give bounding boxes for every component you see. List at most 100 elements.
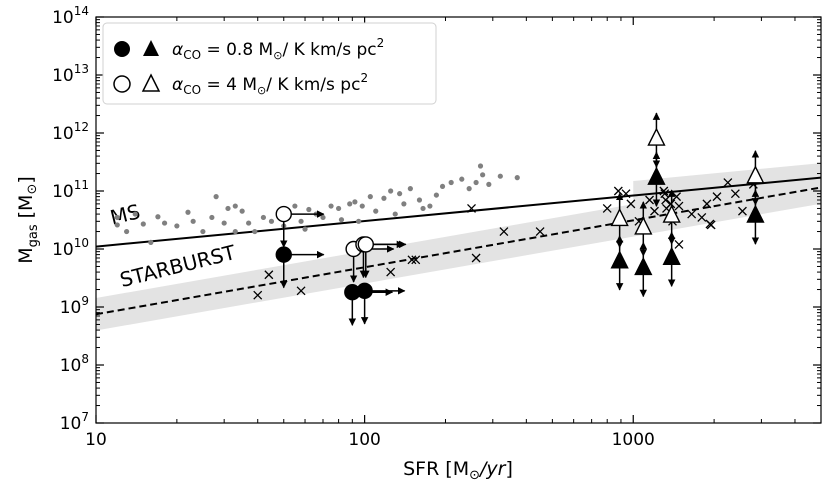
filled-circle-point: [356, 282, 373, 300]
filled-triangle-point: [610, 250, 629, 269]
ms-galaxy-point: [480, 172, 486, 178]
ms-galaxy-point: [401, 201, 407, 207]
ms-galaxy-point: [232, 228, 238, 235]
legend-filled-triangle-marker: [143, 40, 159, 56]
legend-open-triangle-marker: [141, 73, 161, 92]
legend: αCO = 0.8 M⊙/ K km/s pc2 αCO = 4 M⊙/ K k…: [102, 22, 437, 105]
y-tick-label: 108: [60, 352, 89, 376]
ms-galaxy-point: [338, 217, 345, 223]
starburst-cross: [730, 189, 740, 199]
ms-galaxy-point: [439, 183, 446, 190]
starburst-cross: [702, 199, 712, 209]
ms-galaxy-point: [448, 179, 454, 186]
ms-galaxy-point: [161, 220, 168, 226]
y-tick-label: 1011: [52, 178, 89, 202]
starburst-cross: [535, 227, 545, 236]
scaling-relations: [96, 176, 821, 316]
ms-galaxy-point: [132, 211, 138, 217]
ms-galaxy-point: [373, 208, 379, 214]
open-triangle-point: [662, 204, 681, 223]
ms-galaxy-point: [388, 188, 394, 194]
starburst-cross: [737, 206, 747, 216]
upper-limit-points: [275, 112, 765, 326]
ms-galaxy-point: [433, 192, 439, 198]
ms-galaxy-point: [155, 214, 161, 220]
starburst-cross: [499, 227, 509, 236]
starburst-cross: [626, 199, 636, 209]
ms-galaxy-point: [114, 222, 120, 228]
starburst-cross: [687, 209, 697, 219]
open-circle-point: [275, 205, 292, 223]
ms-galaxy-point: [306, 206, 312, 213]
x-axis-label: SFR [M⊙/yr]: [403, 458, 513, 483]
starburst-cross: [471, 253, 481, 263]
starburst-cross: [296, 286, 306, 296]
ms-galaxy-point: [459, 176, 465, 182]
ms-galaxy-point: [302, 226, 308, 232]
ms-galaxy-point: [200, 228, 206, 235]
ms-galaxy-point: [252, 228, 258, 235]
starburst-cross: [253, 290, 263, 300]
open-triangle-point: [610, 207, 629, 227]
ms-galaxy-point: [335, 205, 342, 212]
ms-galaxy-point: [298, 218, 304, 224]
open-triangle-point: [647, 127, 666, 146]
ms-galaxy-point: [381, 195, 387, 201]
ms-galaxy-point: [486, 181, 492, 187]
ms-galaxy-point: [477, 163, 484, 169]
filled-circle-point: [275, 246, 292, 263]
ms-galaxy-point: [392, 211, 398, 217]
ms-galaxy-point: [225, 205, 231, 212]
ms-galaxy-point: [268, 218, 275, 224]
legend-filled-circle-marker: [114, 41, 130, 57]
ms-galaxy-point: [124, 228, 130, 235]
y-tick-label: 1014: [52, 4, 89, 28]
ms-galaxy-point: [140, 221, 146, 227]
starburst-cross: [264, 270, 274, 280]
x-tick-label: 1000: [612, 430, 655, 450]
y-tick-label: 1012: [52, 120, 89, 144]
y-tick-label: 1013: [52, 62, 89, 86]
legend-box: [102, 22, 437, 105]
ms-galaxy-point: [232, 203, 238, 209]
y-tick-label: 1010: [52, 236, 89, 260]
filled-triangle-point: [746, 204, 765, 223]
starburst-cross: [650, 206, 659, 216]
ms-galaxy-point: [397, 191, 403, 197]
ms-galaxy-point: [514, 175, 520, 181]
filled-triangle-point: [662, 246, 681, 265]
starburst-cross: [467, 204, 476, 213]
starburst-cross: [407, 255, 417, 265]
ms-galaxy-point: [292, 203, 298, 209]
main-sequence-galaxies: [114, 163, 520, 245]
filled-triangle-point: [634, 256, 653, 276]
ms-galaxy-point: [260, 214, 267, 221]
starburst-cross: [411, 255, 421, 265]
ms-galaxy-point: [497, 173, 503, 179]
x-tick-label: 100: [348, 430, 380, 450]
plot-frame: [95, 16, 822, 424]
ms-galaxy-point: [352, 199, 358, 205]
ms-galaxy-point: [466, 185, 472, 192]
ticks: [95, 16, 821, 424]
ms-galaxy-point: [209, 214, 215, 221]
starburst-cross: [666, 199, 676, 209]
ms-galaxy-point: [328, 203, 334, 209]
ms-galaxy-point: [185, 209, 191, 215]
starburst-cross: [674, 201, 684, 211]
starburst-cross: [613, 186, 623, 196]
ms-galaxy-point: [213, 194, 219, 200]
ms-galaxy-point: [473, 179, 479, 186]
starburst-cross: [661, 195, 671, 205]
ms-galaxy-point: [407, 185, 413, 192]
starburst-cross: [386, 267, 396, 277]
ms-galaxy-point: [174, 223, 180, 229]
starburst-cross: [712, 192, 722, 202]
ms-galaxy-point: [347, 201, 353, 207]
axes: [95, 16, 822, 424]
legend-open-circle-marker: [113, 75, 131, 93]
y-axis-label: Mgas [M⊙]: [15, 176, 41, 264]
starburst-cross: [697, 212, 707, 222]
ms-galaxy-point: [221, 220, 227, 226]
